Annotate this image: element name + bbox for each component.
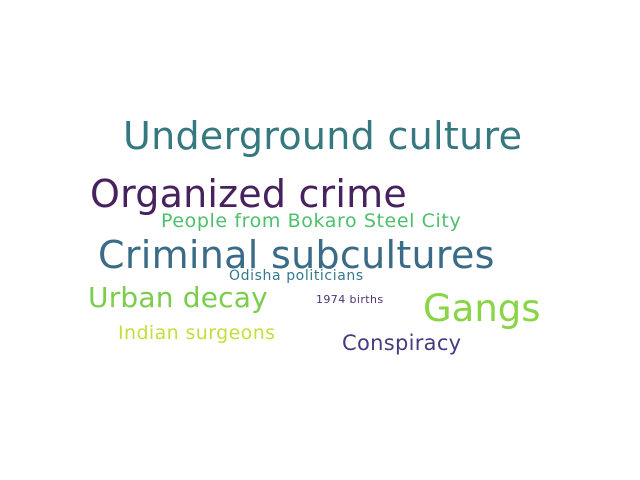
word-indian-surgeons: Indian surgeons (118, 322, 276, 344)
word-1974-births: 1974 births (316, 293, 384, 306)
word-organized-crime: Organized crime (90, 172, 407, 216)
word-odisha-politicians: Odisha politicians (229, 268, 364, 284)
word-gangs: Gangs (423, 287, 541, 330)
word-underground-culture: Underground culture (123, 114, 523, 158)
word-conspiracy: Conspiracy (342, 331, 462, 355)
word-people-from-bokaro-steel-city: People from Bokaro Steel City (161, 210, 462, 232)
word-urban-decay: Urban decay (88, 281, 268, 314)
word-criminal-subcultures: Criminal subcultures (98, 233, 495, 277)
